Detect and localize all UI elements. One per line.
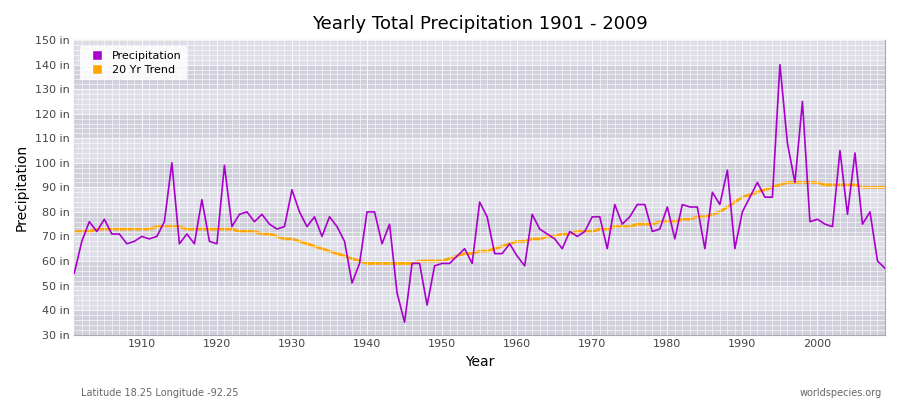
Bar (75, 89, 885, 114)
Bar (75, 310, 885, 334)
20 Yr Trend (519, 239, 530, 244)
Line: 20 Yr Trend: 20 Yr Trend (75, 182, 885, 264)
Precipitation (339, 239, 350, 244)
Precipitation (775, 62, 786, 67)
Bar (75, 138, 885, 163)
Precipitation (400, 320, 410, 325)
Bar (75, 212, 885, 236)
Bar (75, 261, 885, 286)
Precipitation (519, 264, 530, 268)
Precipitation (294, 210, 305, 214)
20 Yr Trend (129, 227, 140, 232)
20 Yr Trend (339, 254, 350, 258)
Bar (75, 236, 885, 261)
Bar (75, 114, 885, 138)
20 Yr Trend (782, 180, 793, 185)
Y-axis label: Precipitation: Precipitation (15, 144, 29, 231)
Precipitation (129, 239, 140, 244)
20 Yr Trend (512, 239, 523, 244)
20 Yr Trend (879, 185, 890, 190)
Text: Latitude 18.25 Longitude -92.25: Latitude 18.25 Longitude -92.25 (81, 388, 239, 398)
Text: worldspecies.org: worldspecies.org (800, 388, 882, 398)
Bar (75, 187, 885, 212)
Title: Yearly Total Precipitation 1901 - 2009: Yearly Total Precipitation 1901 - 2009 (311, 15, 647, 33)
Precipitation (69, 271, 80, 276)
Precipitation (879, 266, 890, 271)
Precipitation (609, 202, 620, 207)
Line: Precipitation: Precipitation (75, 65, 885, 322)
20 Yr Trend (69, 229, 80, 234)
Bar (75, 163, 885, 187)
20 Yr Trend (362, 261, 373, 266)
20 Yr Trend (609, 224, 620, 229)
Bar (75, 65, 885, 89)
Bar (75, 40, 885, 65)
20 Yr Trend (294, 239, 305, 244)
Bar (75, 286, 885, 310)
X-axis label: Year: Year (465, 355, 494, 369)
Legend: Precipitation, 20 Yr Trend: Precipitation, 20 Yr Trend (80, 46, 187, 80)
Precipitation (512, 254, 523, 258)
